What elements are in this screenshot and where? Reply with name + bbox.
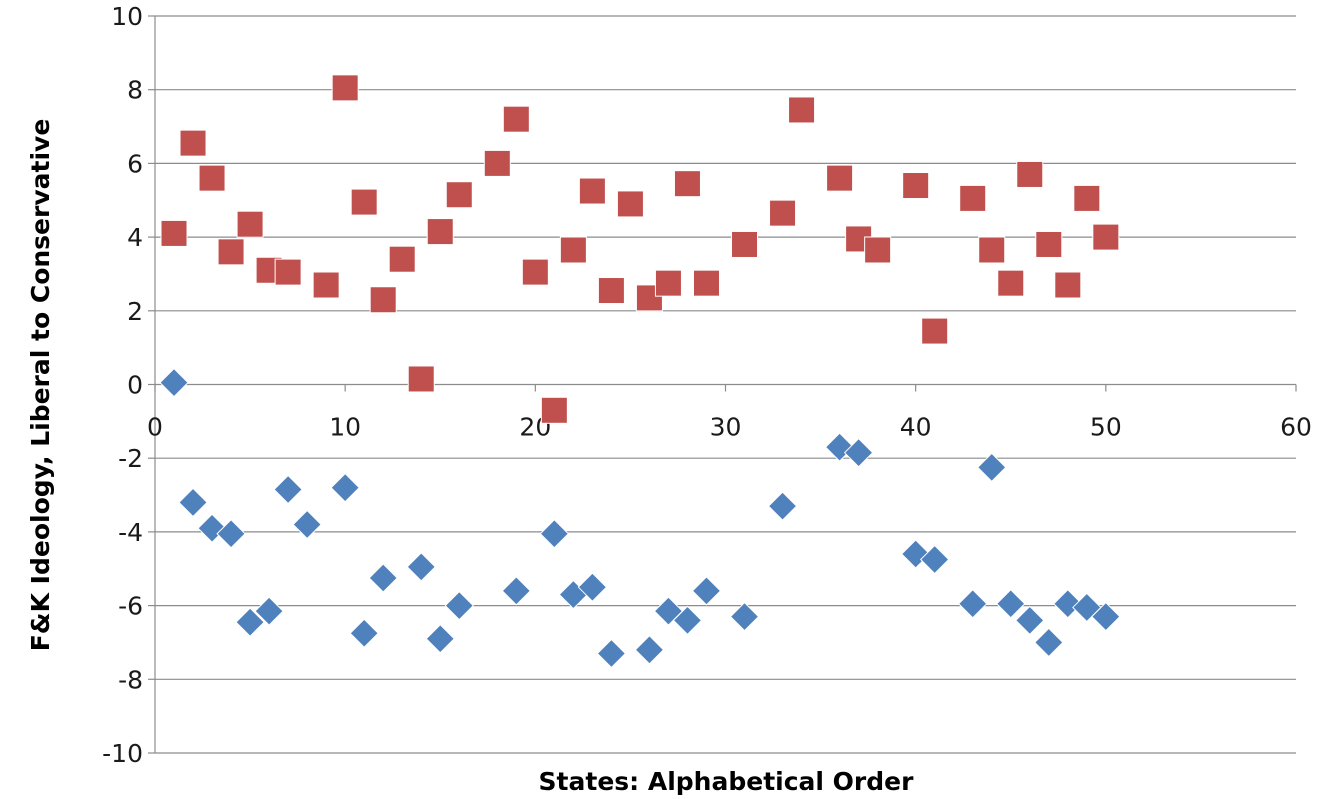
square-point [426, 218, 454, 246]
square-point [769, 199, 797, 227]
square-point [921, 317, 949, 345]
diamond-point [691, 576, 722, 606]
square-point [864, 236, 892, 264]
diamond-point [368, 563, 398, 593]
y-tick-label: 8 [127, 76, 143, 105]
square-point [217, 238, 245, 266]
y-tick-label: -4 [118, 518, 143, 547]
diamond-point [596, 638, 627, 669]
y-tick-label: 6 [127, 149, 143, 178]
x-axis-title: States: Alphabetical Order [539, 767, 915, 796]
square-point [445, 181, 473, 209]
square-point [997, 269, 1025, 297]
y-tick-label: 4 [127, 223, 143, 252]
diamond-point [958, 589, 988, 619]
square-point [1035, 230, 1063, 258]
square-point [788, 96, 816, 124]
y-tick-label: -6 [118, 592, 143, 621]
gridlines [155, 15, 1296, 754]
y-tick-label: 0 [127, 371, 143, 400]
x-tick-label: 40 [900, 413, 932, 442]
diamond-point [1091, 601, 1121, 632]
diamond-point [843, 437, 874, 468]
data-points [159, 74, 1121, 669]
x-tick-label: 10 [329, 413, 361, 442]
diamond-point [273, 474, 303, 505]
square-point [559, 236, 587, 264]
x-tick-label: 50 [1090, 413, 1122, 442]
square-point [978, 236, 1006, 264]
diamond-point [539, 519, 570, 549]
square-point [1016, 160, 1044, 188]
square-point [331, 74, 359, 102]
square-point [731, 230, 759, 258]
diamond-point [444, 590, 474, 621]
square-point [179, 129, 207, 157]
square-point [1073, 184, 1101, 212]
diamond-point [672, 605, 703, 636]
diamond-point [406, 552, 436, 582]
square-point [312, 271, 340, 299]
diamond-point [425, 624, 455, 654]
square-point [959, 184, 987, 212]
diamond-point [235, 607, 265, 637]
y-tick-label: 10 [111, 2, 143, 31]
diamond-point [1034, 627, 1064, 658]
diamond-point [178, 487, 208, 518]
square-point [274, 258, 302, 286]
diamond-point [292, 509, 322, 540]
y-tick-label: -2 [118, 444, 143, 473]
x-tick-label: 0 [147, 413, 163, 442]
square-point [369, 286, 397, 314]
diamond-point [996, 589, 1026, 619]
diamond-point [349, 618, 379, 648]
diamond-point [501, 576, 532, 606]
square-point [350, 188, 378, 216]
square-point [198, 164, 226, 192]
y-tick-label: -8 [118, 665, 143, 694]
diamond-point [159, 367, 189, 398]
y-tick-label: -10 [102, 739, 143, 768]
y-tick-label: 2 [127, 297, 143, 326]
square-point [616, 190, 644, 218]
square-point [483, 149, 511, 177]
diamond-point [767, 491, 798, 521]
diamond-point [634, 635, 665, 665]
x-tick-label: 60 [1280, 413, 1312, 442]
diamond-point [216, 519, 246, 549]
square-point [597, 277, 625, 305]
diamond-point [1015, 605, 1045, 636]
square-point [826, 164, 854, 192]
square-point [407, 365, 435, 393]
square-point [502, 105, 530, 133]
square-point [1054, 271, 1082, 299]
square-point [521, 258, 549, 286]
x-tick-label: 30 [710, 413, 742, 442]
square-point [578, 177, 606, 205]
diamond-point [977, 452, 1007, 483]
square-point [902, 172, 930, 200]
square-point [692, 269, 720, 297]
diamond-point [330, 472, 360, 503]
diamond-point [254, 596, 284, 626]
diamond-point [1053, 589, 1083, 619]
axes [148, 15, 1297, 754]
square-point [236, 210, 264, 238]
diamond-point [919, 544, 950, 575]
diamond-point [729, 601, 760, 632]
square-point [654, 269, 682, 297]
y-axis-title: F&K Ideology, Liberal to Conservative [26, 119, 55, 652]
square-point [673, 170, 701, 198]
square-point [540, 396, 568, 424]
diamond-point [577, 572, 608, 602]
square-point [160, 219, 188, 247]
square-point [1092, 223, 1120, 251]
square-point [388, 245, 416, 273]
